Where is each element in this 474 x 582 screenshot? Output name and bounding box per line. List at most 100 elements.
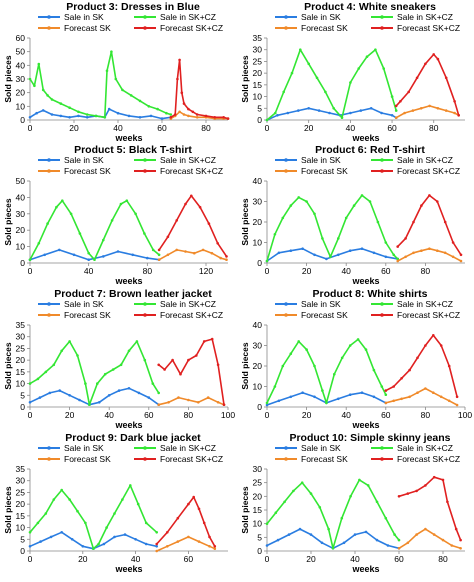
data-point [85, 113, 89, 116]
x-tick-label: 0 [265, 410, 270, 420]
legend-item-forecast-sk: Forecast SK [275, 454, 348, 464]
data-point [265, 401, 269, 405]
data-point [415, 489, 418, 493]
legend-marker [380, 446, 384, 450]
y-tick-label: 20 [16, 355, 26, 365]
data-point [206, 396, 210, 399]
data-point [155, 531, 158, 534]
data-point [369, 107, 373, 110]
data-point [68, 340, 71, 343]
data-point [424, 344, 427, 347]
data-point [313, 364, 316, 368]
data-point [222, 116, 225, 119]
y-tick-label: 0 [20, 402, 25, 412]
data-point [457, 114, 460, 117]
legend-item-sale-sk: Sale in SK [38, 12, 104, 22]
data-point [110, 219, 114, 222]
data-point [436, 107, 440, 110]
data-point [459, 547, 462, 550]
y-tick-label: 20 [16, 225, 26, 235]
data-point [360, 194, 364, 197]
x-tick-label: 100 [458, 410, 472, 420]
x-axis-label: weeks [351, 420, 379, 430]
series-sale-sk [265, 107, 398, 122]
data-point [166, 545, 169, 548]
legend-label: Forecast SK+CZ [160, 310, 223, 320]
data-point [394, 116, 398, 119]
legend-item-sale-skcz: Sale in SK+CZ [371, 155, 453, 165]
legend-marker [284, 26, 288, 30]
legend-item-sale-skcz: Sale in SK+CZ [371, 12, 453, 22]
x-tick-label: 80 [184, 410, 194, 420]
data-point [424, 484, 427, 487]
data-point [372, 395, 376, 399]
legend-marker [47, 26, 51, 30]
x-tick-label: 100 [221, 410, 235, 420]
data-point [28, 382, 32, 385]
legend-item-forecast-sk: Forecast SK [275, 166, 348, 176]
y-tick-label: 30 [16, 209, 26, 219]
data-point [35, 111, 38, 115]
data-point [357, 67, 360, 70]
x-tick-label: 40 [104, 410, 114, 420]
legend-label: Sale in SK+CZ [397, 12, 453, 22]
data-point [157, 403, 160, 406]
legend-item-sale-sk: Sale in SK [275, 443, 341, 453]
data-point [289, 249, 293, 252]
data-point [407, 90, 410, 94]
data-point [348, 249, 352, 252]
data-point [424, 387, 427, 390]
legend-label: Forecast SK+CZ [397, 310, 460, 320]
data-point [436, 57, 440, 61]
data-point [428, 104, 431, 108]
legend-marker [284, 158, 288, 162]
series-line [170, 111, 228, 120]
data-point [178, 58, 181, 62]
data-point [58, 248, 61, 252]
y-tick-label: 10 [253, 92, 263, 102]
series-line [398, 476, 462, 541]
legend-marker [380, 457, 384, 461]
data-point [127, 387, 131, 390]
x-tick-label: 0 [265, 554, 270, 564]
data-point [349, 495, 352, 498]
data-point [404, 237, 407, 240]
data-point [105, 526, 108, 529]
data-point [273, 385, 277, 388]
data-point [393, 533, 396, 536]
series-forecast-skcz [157, 337, 226, 406]
data-point [397, 495, 401, 498]
series-line [266, 338, 387, 404]
y-tick-label: 20 [16, 88, 26, 98]
y-tick-label: 25 [16, 343, 26, 353]
x-tick-label: 20 [306, 554, 316, 564]
y-tick-label: 15 [253, 505, 263, 515]
data-point [321, 389, 324, 392]
data-point [408, 395, 411, 399]
data-point [384, 255, 388, 259]
data-point [332, 107, 335, 110]
legend-marker [284, 457, 288, 461]
data-point [301, 391, 304, 394]
series-line [29, 387, 160, 406]
y-tick-label: 30 [253, 197, 263, 207]
data-point [432, 334, 435, 337]
legend-label: Forecast SK [301, 23, 348, 33]
data-point [147, 396, 151, 399]
legend-marker [284, 446, 288, 450]
data-point [111, 368, 115, 371]
data-point [297, 196, 300, 199]
data-point [455, 395, 459, 399]
x-axis-label: weeks [351, 133, 379, 143]
data-point [156, 107, 159, 111]
data-point [289, 395, 293, 399]
data-point [289, 352, 293, 355]
legend-marker [143, 158, 147, 162]
series-line [158, 338, 225, 405]
data-point [147, 105, 151, 108]
series-forecast-skcz [384, 334, 459, 399]
series-line [385, 334, 458, 397]
